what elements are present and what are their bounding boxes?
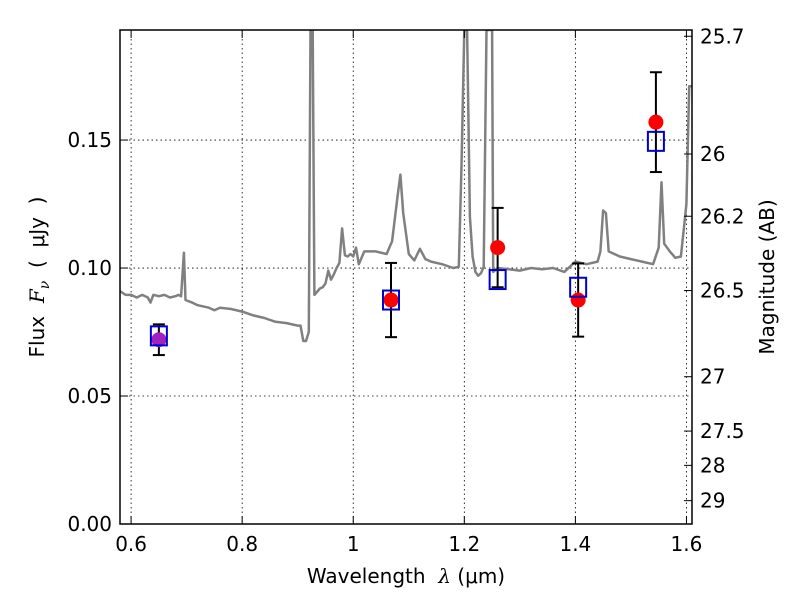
y-tick-label: 0.05 (67, 384, 112, 408)
magnitude-axis-label: Magnitude (AB) (755, 199, 779, 354)
observed-point (383, 292, 399, 308)
observed-point (151, 332, 167, 348)
y-axis-label: Flux Fν ( μJy ) (25, 197, 53, 358)
magnitude-tick-label: 28 (700, 453, 725, 477)
x-tick-label: 1.6 (671, 532, 703, 556)
y-tick-label: 0.15 (67, 128, 112, 152)
tick-labels: 0.6 0.8 1 1.2 1.4 1.6 0.00 0.05 0.10 0.15 25.7 26 26… (67, 24, 744, 556)
magnitude-tick-label: 27 (700, 365, 725, 389)
x-tick-label: 0.8 (226, 532, 258, 556)
plot-frame (119, 29, 693, 525)
model-point (646, 130, 665, 152)
axis-ticks (120, 30, 692, 525)
magnitude-tick-label: 27.5 (700, 419, 745, 443)
x-tick-label: 1 (347, 532, 360, 556)
x-tick-label: 0.6 (115, 532, 147, 556)
magnitude-tick-label: 26.5 (700, 279, 745, 303)
y-tick-label: 0.10 (67, 256, 112, 280)
model-point (382, 289, 401, 311)
observed-point (570, 292, 586, 308)
x-tick-label: 1.4 (559, 532, 591, 556)
model-point (569, 276, 588, 298)
observed-point (648, 114, 664, 130)
magnitude-tick-label: 26.2 (700, 204, 745, 228)
x-axis-label: Wavelength λ (μm) (307, 564, 505, 588)
model-points (149, 130, 665, 347)
x-tick-label: 1.2 (448, 532, 480, 556)
model-spectrum-line (120, 30, 692, 343)
magnitude-tick-label: 29 (700, 489, 725, 513)
y-tick-label: 0.00 (67, 512, 112, 536)
plot-background (120, 30, 692, 524)
model-point (149, 325, 168, 347)
magnitude-tick-label: 25.7 (700, 24, 745, 48)
observed-point (490, 240, 506, 256)
model-point (488, 269, 507, 291)
magnitude-tick-label: 26 (700, 142, 725, 166)
